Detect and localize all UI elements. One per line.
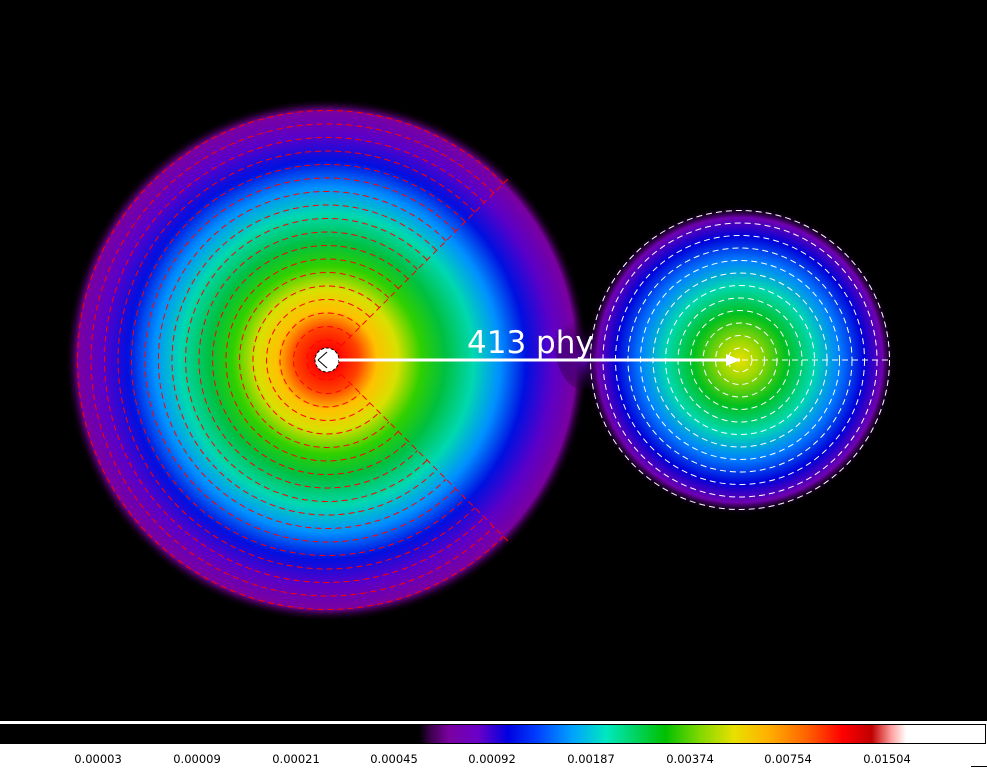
right-contour-ring <box>590 210 890 510</box>
image-canvas[interactable]: 413 phy <box>0 0 987 720</box>
colorbar-panel: 0.00003 0.00009 0.00021 0.00045 0.00092 … <box>0 720 987 769</box>
image-svg: 413 phy <box>65 98 895 622</box>
left-contour-arc <box>293 326 352 394</box>
left-contour-arc <box>171 204 437 516</box>
colorbar-tick: 0.00045 <box>370 752 418 766</box>
left-contour-arc <box>198 231 418 489</box>
colorbar-divider <box>0 720 987 724</box>
left-contour-arc <box>90 123 495 597</box>
left-annulus-contours[interactable] <box>76 110 504 610</box>
left-contour-arc <box>252 285 380 435</box>
colorbar-tick: 0.00021 <box>272 752 320 766</box>
colorbar-tick: 0.00092 <box>468 752 516 766</box>
colorbar-tick: 0.00003 <box>74 752 122 766</box>
colorbar-tick: 0.00187 <box>567 752 615 766</box>
colorbar-tick: 0.01504 <box>863 752 911 766</box>
left-sector-edge-upper[interactable] <box>326 176 511 361</box>
left-contour-arc <box>266 299 371 421</box>
left-contour-arc <box>212 245 409 475</box>
measure-label: 413 phy <box>467 325 594 361</box>
left-contour-arc <box>117 150 476 570</box>
left-contour-arc <box>157 191 447 529</box>
left-contour-arc <box>144 177 457 543</box>
colorbar-tick: 0.00009 <box>173 752 221 766</box>
colorbar[interactable] <box>0 724 986 744</box>
left-contour-arc <box>279 312 361 408</box>
left-sector-edge-lower[interactable] <box>326 359 511 544</box>
left-contour-arc <box>185 218 428 502</box>
left-source-marker[interactable] <box>314 347 340 373</box>
corner-mark <box>971 766 987 767</box>
colorbar-tick-labels: 0.00003 0.00009 0.00021 0.00045 0.00092 … <box>0 752 987 768</box>
left-contour-arc <box>239 272 390 448</box>
colorbar-tick: 0.00374 <box>666 752 714 766</box>
left-contour-arc <box>225 258 399 462</box>
left-contour-arc <box>104 137 485 583</box>
left-contour-arc <box>130 164 466 556</box>
left-contour-arc <box>306 339 342 381</box>
colorbar-tick: 0.00754 <box>764 752 812 766</box>
